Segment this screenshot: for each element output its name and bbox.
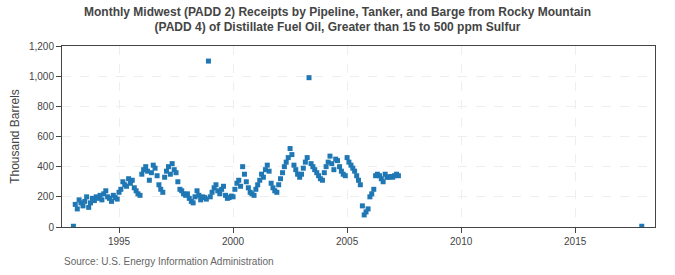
svg-text:1,200: 1,200 (29, 41, 54, 52)
svg-text:400: 400 (37, 161, 54, 172)
svg-text:2015: 2015 (564, 236, 587, 247)
svg-text:1,000: 1,000 (29, 71, 54, 82)
svg-text:Thousand Barrels: Thousand Barrels (8, 89, 22, 184)
svg-text:1995: 1995 (108, 236, 131, 247)
svg-text:2005: 2005 (336, 236, 359, 247)
svg-text:600: 600 (37, 131, 54, 142)
svg-text:2000: 2000 (222, 236, 245, 247)
svg-text:0: 0 (48, 222, 54, 233)
svg-text:2010: 2010 (450, 236, 473, 247)
svg-text:Source: U.S. Energy Informatio: Source: U.S. Energy Information Administ… (64, 256, 274, 267)
svg-text:Monthly Midwest (PADD 2) Recei: Monthly Midwest (PADD 2) Receipts by Pip… (84, 5, 591, 35)
svg-text:200: 200 (37, 191, 54, 202)
svg-text:800: 800 (37, 101, 54, 112)
